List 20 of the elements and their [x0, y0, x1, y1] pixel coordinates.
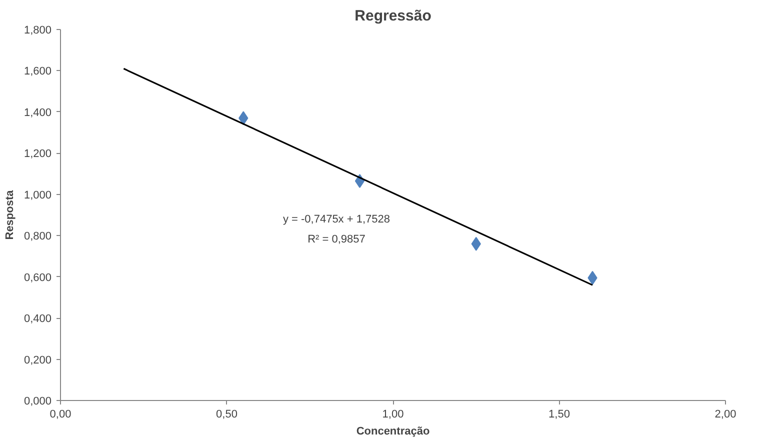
x-tick-label: 1,00	[382, 408, 404, 420]
y-axis-title: Resposta	[4, 189, 16, 240]
x-tick-label: 0,00	[50, 408, 72, 420]
y-tick-label: 0,000	[24, 396, 52, 408]
y-tick-label: 1,000	[24, 189, 52, 202]
y-tick-label: 0,200	[24, 354, 52, 366]
annotation: R² = 0,9857	[308, 234, 366, 246]
chart-title: Regressão	[354, 8, 432, 24]
x-tick-label: 2,00	[714, 408, 736, 420]
y-tick-label: 0,400	[24, 313, 52, 326]
y-tick-label: 1,600	[24, 66, 52, 78]
x-tick-label: 0,50	[216, 408, 238, 420]
y-tick-label: 1,800	[24, 24, 52, 36]
annotation: y = -0,7475x + 1,7528	[282, 214, 390, 226]
x-axis-title: Concentração	[356, 426, 430, 438]
x-tick-label: 1,50	[548, 408, 570, 420]
y-tick-label: 0,800	[24, 230, 52, 243]
y-tick-label: 0,600	[24, 272, 52, 284]
y-tick-label: 1,400	[24, 106, 52, 119]
y-tick-label: 1,200	[24, 148, 52, 160]
